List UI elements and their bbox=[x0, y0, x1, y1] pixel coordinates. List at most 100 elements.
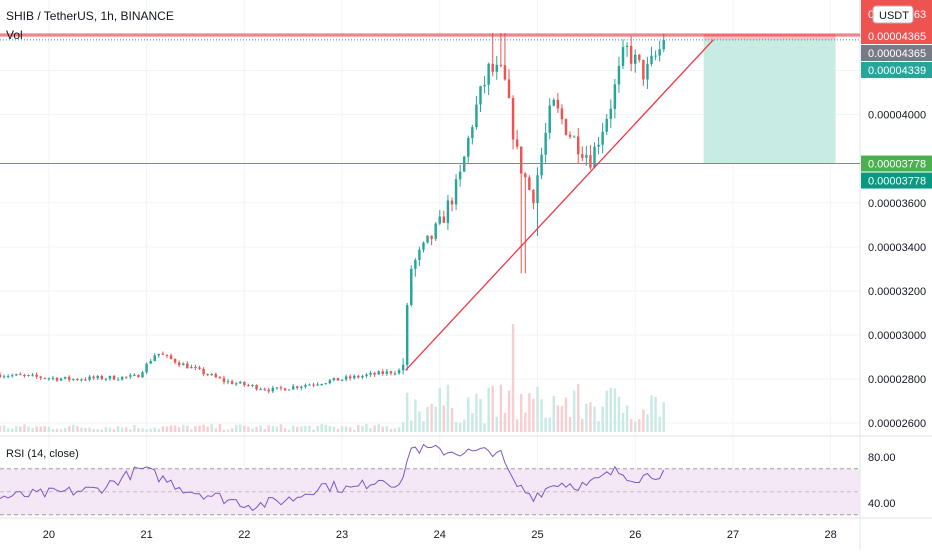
volume-bar bbox=[499, 384, 503, 432]
volume-bar bbox=[524, 412, 527, 432]
volume-bar bbox=[511, 324, 515, 432]
candle-body bbox=[19, 374, 22, 376]
volume-bar bbox=[141, 428, 144, 432]
candle-body bbox=[389, 371, 393, 374]
candle-body bbox=[0, 374, 2, 378]
volume-bar bbox=[10, 428, 14, 432]
candle-body bbox=[214, 374, 218, 378]
volume-bar bbox=[638, 419, 641, 432]
candle-body bbox=[324, 383, 327, 385]
volume-label[interactable]: Vol bbox=[6, 28, 23, 42]
volume-bar bbox=[133, 424, 136, 432]
candle-body bbox=[251, 385, 254, 387]
candle-body bbox=[39, 376, 42, 378]
volume-bar bbox=[471, 413, 474, 432]
candle-body bbox=[581, 154, 584, 158]
volume-bar bbox=[247, 426, 250, 432]
volume-bar bbox=[532, 398, 535, 432]
candle-body bbox=[6, 376, 10, 378]
volume-bar bbox=[145, 429, 148, 432]
candle-body bbox=[112, 375, 116, 380]
candle-body bbox=[173, 358, 177, 363]
volume-bar bbox=[414, 399, 417, 432]
candle-body bbox=[438, 216, 441, 224]
price-badge-text: 0.00003778 bbox=[868, 159, 926, 171]
volume-bar bbox=[389, 428, 393, 432]
candle-body bbox=[381, 371, 384, 374]
volume-bar bbox=[291, 425, 295, 432]
volume-bar bbox=[0, 425, 2, 432]
candle-body bbox=[597, 144, 600, 147]
volume-bar bbox=[369, 428, 372, 432]
volume-bar bbox=[568, 417, 572, 432]
price-tick-label: 0.00003400 bbox=[868, 242, 926, 254]
volume-bar bbox=[88, 427, 91, 432]
volume-bar bbox=[112, 429, 116, 432]
stop-loss-zone bbox=[703, 34, 836, 40]
volume-bar bbox=[625, 405, 629, 432]
volume-bar bbox=[92, 429, 95, 432]
candle-body bbox=[35, 374, 38, 377]
volume-bar bbox=[173, 425, 177, 432]
candle-body bbox=[234, 383, 238, 385]
candle-body bbox=[442, 216, 446, 223]
volume-bar bbox=[446, 384, 450, 432]
volume-bar bbox=[601, 406, 604, 432]
time-tick-label: 25 bbox=[531, 529, 543, 541]
volume-bar bbox=[507, 390, 511, 432]
volume-bar bbox=[35, 426, 38, 432]
candle-body bbox=[654, 55, 657, 57]
volume-bar bbox=[100, 429, 104, 432]
price-badge bbox=[861, 45, 932, 61]
candle-body bbox=[629, 45, 633, 64]
candle-body bbox=[621, 47, 625, 66]
volume-bar bbox=[312, 429, 315, 432]
candle-body bbox=[243, 381, 246, 386]
volume-bar bbox=[397, 427, 401, 432]
volume-bar bbox=[190, 429, 193, 432]
volume-bar bbox=[528, 393, 531, 432]
candle-body bbox=[332, 377, 336, 381]
candle-body bbox=[182, 363, 185, 366]
volume-bar bbox=[609, 387, 613, 432]
volume-bar bbox=[340, 426, 344, 432]
volume-bar bbox=[47, 426, 51, 432]
volume-bar bbox=[157, 428, 161, 432]
candle-body bbox=[59, 378, 63, 381]
candle-body bbox=[239, 381, 242, 384]
volume-bar bbox=[442, 405, 446, 432]
candle-body bbox=[259, 389, 262, 391]
volume-bar bbox=[234, 424, 238, 432]
candle-body bbox=[434, 223, 437, 239]
volume-bar bbox=[646, 414, 649, 432]
volume-bar bbox=[597, 421, 600, 432]
candle-body bbox=[548, 105, 551, 133]
price-tick-label: 0.00002600 bbox=[868, 418, 926, 430]
candle-body bbox=[43, 377, 47, 379]
candle-body bbox=[503, 65, 507, 80]
volume-bar bbox=[51, 429, 55, 432]
volume-bar bbox=[536, 386, 539, 432]
candle-body bbox=[625, 45, 629, 48]
candle-body bbox=[495, 64, 499, 72]
volume-bar bbox=[454, 421, 458, 432]
candle-body bbox=[585, 155, 588, 158]
candle-body bbox=[593, 146, 596, 168]
candle-body bbox=[10, 375, 14, 377]
volume-bar bbox=[165, 426, 169, 432]
symbol-title[interactable]: SHIB / TetherUS, 1h, BINANCE bbox=[6, 9, 174, 23]
candle-body bbox=[31, 374, 34, 376]
volume-bar bbox=[177, 427, 181, 432]
candle-body bbox=[462, 156, 466, 172]
candle-body bbox=[572, 136, 576, 138]
candle-body bbox=[471, 127, 474, 138]
candle-body bbox=[650, 55, 653, 64]
volume-bar bbox=[467, 397, 470, 432]
volume-bar bbox=[222, 429, 226, 432]
candle-body bbox=[348, 376, 352, 379]
volume-bar bbox=[226, 429, 230, 432]
candle-body bbox=[177, 362, 181, 366]
rsi-tick-label: 40.00 bbox=[868, 498, 896, 510]
candle-body bbox=[536, 175, 539, 204]
